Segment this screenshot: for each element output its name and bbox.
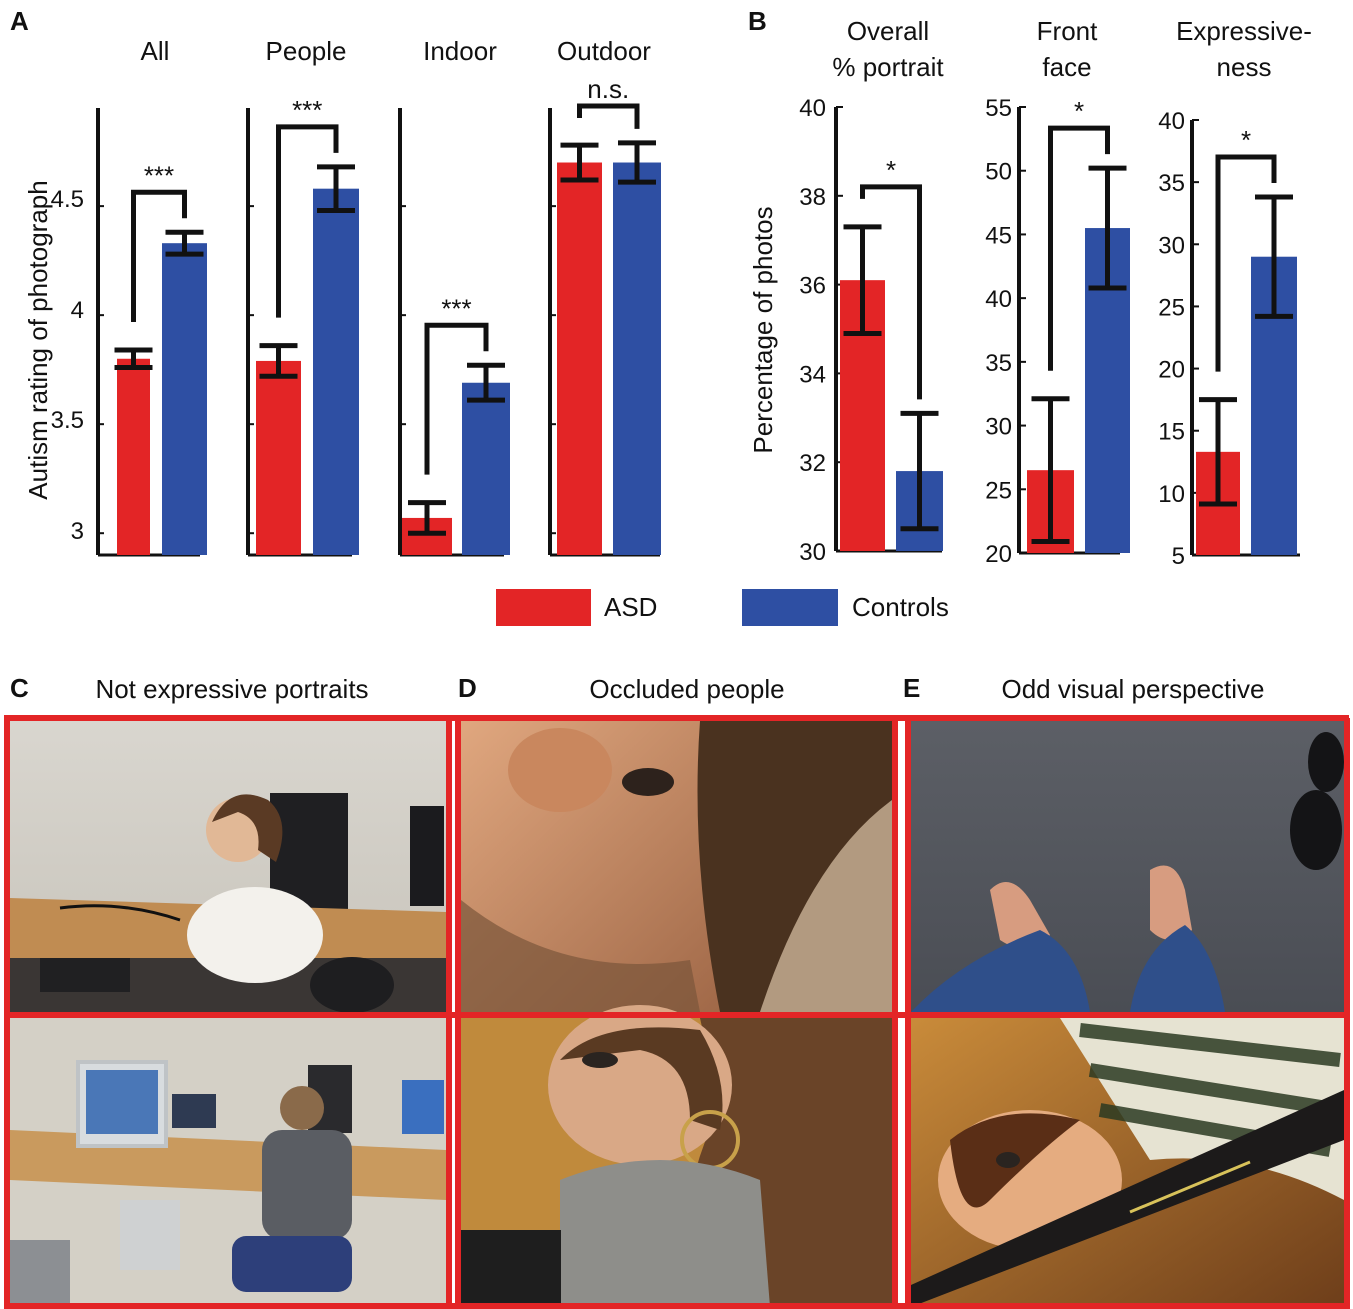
legend-swatch-controls [742,589,838,626]
y-tick-label: 20 [985,541,1012,568]
chart-title-5: Front [1037,16,1098,46]
bar-controls [462,382,510,555]
y-tick-label: 34 [799,361,826,388]
panel-a-y-ticks: 3 3.5 4 4.5 [51,186,84,545]
legend-swatch-asd [496,589,591,626]
bar-controls [162,243,207,555]
photo-frames [4,715,1350,1309]
y-tick-label: 20 [1158,357,1185,384]
significance-label: *** [144,160,174,190]
chart-title-3: Outdoor [557,36,651,66]
legend: ASD Controls [496,589,949,626]
chart-title-5: face [1042,52,1091,82]
bar-controls [613,162,661,555]
bar-asd [256,360,301,555]
significance-bracket [860,184,922,400]
y-tick-label: 36 [799,273,826,300]
significance-bracket [131,189,187,323]
panel-e-letter: E [903,673,920,703]
significance-label: n.s. [587,74,629,104]
panel-c-caption: Not expressive portraits [95,674,368,704]
chart-title-4: % portrait [832,52,944,82]
significance-bracket [1048,125,1110,371]
panel-c-letter: C [10,673,29,703]
bar-controls [313,188,359,556]
significance-label: *** [292,95,322,125]
photo-c-top [10,721,446,1013]
chart-title-2: Indoor [423,36,497,66]
significance-label: * [886,155,896,185]
photo-c-bottom [10,1018,446,1307]
legend-label-controls: Controls [852,592,949,622]
y-tick-label: 10 [1158,481,1185,508]
y-tick-label: 5 [1172,543,1185,570]
y-tick-label: 30 [799,539,826,566]
significance-label: * [1241,125,1251,155]
significance-bracket [276,124,339,318]
significance-bracket [424,322,489,475]
bar-asd [117,358,150,555]
panel-a-letter: A [10,6,29,36]
significance-label: * [1074,96,1084,126]
chart-title-1: People [266,36,347,66]
panel-d-letter: D [458,673,477,703]
legend-label-asd: ASD [604,592,657,622]
y-tick-label: 25 [1158,294,1185,321]
significance-label: *** [441,293,471,323]
bar-charts: All***People***Indoor***Outdoorn.s.Overa… [96,16,1312,570]
y-tick-label: 38 [799,184,826,211]
y-tick-label: 3.5 [51,407,84,434]
chart-title-6: Expressive- [1176,16,1312,46]
y-tick-label: 15 [1158,419,1185,446]
panel-e-caption: Odd visual perspective [1001,674,1264,704]
y-tick-label: 40 [799,95,826,122]
chart-title-4: Overall [847,16,929,46]
y-tick-label: 3 [71,518,84,545]
y-tick-label: 35 [1158,170,1185,197]
significance-bracket [577,103,640,129]
panel-b-letter: B [748,6,767,36]
y-tick-label: 32 [799,450,826,477]
photo-e-top [911,721,1344,1012]
y-tick-label: 55 [985,95,1012,122]
photo-e-bottom [911,1018,1344,1307]
y-tick-label: 30 [1158,232,1185,259]
panel-d-caption: Occluded people [589,674,784,704]
panel-b-y-axis-label: Percentage of photos [748,206,778,453]
y-tick-label: 35 [985,350,1012,377]
photo-d-bottom [461,1005,892,1307]
bar-asd [557,162,602,555]
chart-title-0: All [141,36,170,66]
y-tick-label: 25 [985,477,1012,504]
y-tick-label: 40 [985,286,1012,313]
y-tick-label: 40 [1158,108,1185,135]
y-tick-label: 45 [985,222,1012,249]
chart-title-6: ness [1217,52,1272,82]
y-tick-label: 30 [985,414,1012,441]
panel-a-y-axis-label: Autism rating of photograph [23,180,53,499]
photo-d-top [461,721,892,1012]
y-tick-label: 50 [985,159,1012,186]
significance-bracket [1215,154,1277,372]
y-tick-label: 4 [71,297,84,324]
y-tick-label: 4.5 [51,186,84,213]
